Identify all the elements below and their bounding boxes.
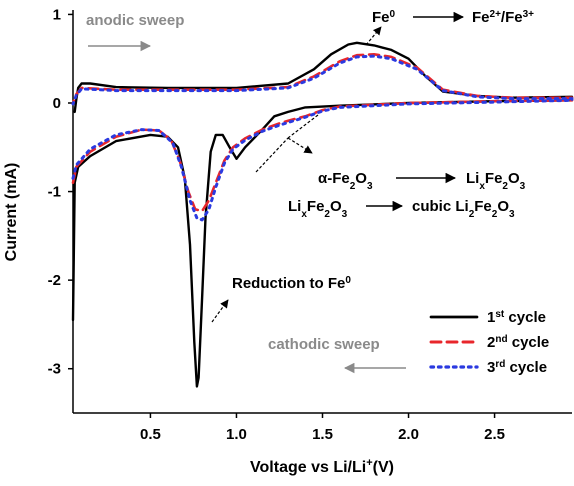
reaction2-from: LixFe2O3 — [288, 198, 348, 220]
series-line-2 — [71, 52, 574, 213]
oxidation-label-to: Fe2+/Fe3+ — [472, 9, 534, 27]
lithiation-pointer-c — [287, 137, 313, 154]
reduction-pointer — [211, 299, 229, 323]
legend-label: 3rd cycle — [487, 359, 547, 377]
reaction1-to: LixFe2O3 — [466, 170, 526, 192]
x-axis-title: Voltage vs Li/Li+(V) — [250, 457, 394, 476]
series-layer — [71, 41, 574, 388]
x-axis-title-main: Voltage vs Li/Li — [250, 459, 366, 476]
y-tick-label: 0 — [53, 95, 61, 112]
y-tick-label: -1 — [48, 184, 61, 201]
x-ticks: 0.5 1.0 1.5 2.0 2.5 — [140, 413, 505, 443]
oxidation-pointer — [365, 26, 382, 46]
y-tick-label: -3 — [48, 361, 61, 378]
x-tick-label: 1.5 — [312, 426, 333, 443]
lithiation-pointer-a — [287, 114, 319, 139]
x-axis-title-unit: (V) — [373, 459, 394, 476]
x-axis-title-sup: + — [366, 457, 372, 469]
x-tick-label: 1.0 — [226, 426, 247, 443]
y-tick-label: 1 — [53, 6, 61, 23]
reduction-label: Reduction to Fe0 — [232, 275, 351, 293]
annotations: anodic sweep Fe0 Fe2+/Fe3+ α-Fe2O3 LixFe… — [86, 9, 534, 374]
y-ticks: 1 0 -1 -2 -3 — [48, 6, 73, 378]
cathodic-sweep-label: cathodic sweep — [268, 336, 380, 353]
lithiation-pointer-b — [255, 137, 289, 173]
oxidation-label-from: Fe0 — [372, 9, 396, 27]
y-axis-title: Current (mA) — [3, 163, 20, 262]
y-tick-label: -2 — [48, 272, 61, 289]
x-tick-label: 2.0 — [398, 426, 419, 443]
anodic-sweep-label: anodic sweep — [86, 12, 184, 29]
x-tick-label: 2.5 — [484, 426, 505, 443]
series-line-3 — [71, 54, 574, 222]
x-tick-label: 0.5 — [140, 426, 161, 443]
legend-label: 2nd cycle — [487, 334, 549, 352]
reaction2-to: cubic Li2Fe2O3 — [412, 198, 515, 220]
legend-label: 1st cycle — [487, 309, 546, 327]
legend: 1st cycle 2nd cycle 3rd cycle — [429, 309, 549, 377]
reaction1-from: α-Fe2O3 — [318, 170, 373, 192]
